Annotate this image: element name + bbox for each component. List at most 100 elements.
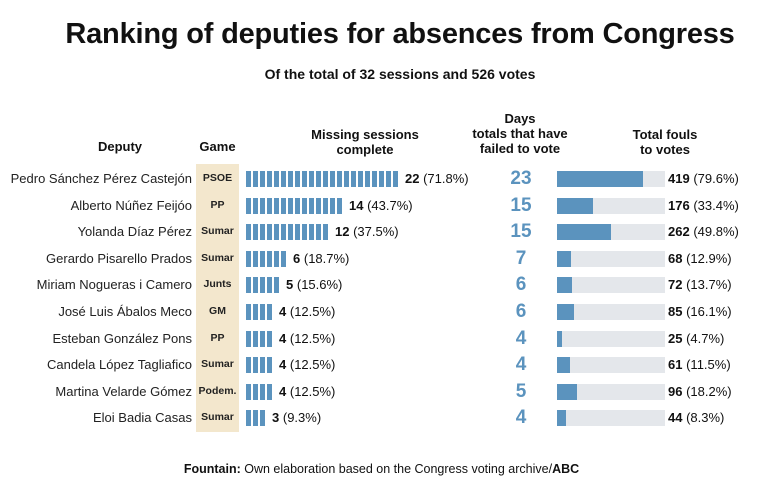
votes-count: 262 (668, 224, 690, 240)
sessions-tick-bar (246, 250, 288, 267)
votes-count: 85 (668, 304, 683, 319)
days-value: 4 (515, 327, 527, 349)
sessions-tick-bar (246, 330, 274, 347)
session-tick (337, 171, 342, 187)
votes-count: 44 (668, 410, 683, 426)
session-tick (253, 330, 258, 347)
sessions-tick-bar (246, 410, 267, 427)
session-tick (260, 383, 265, 400)
votes-count: 176 (668, 197, 690, 213)
votes-percent: (11.5%) (686, 357, 731, 373)
column-header-days-line1: Days (504, 111, 536, 126)
session-tick (253, 277, 258, 294)
votes-count: 25 (668, 330, 683, 346)
deputy-name: Eloi Badia Casas (93, 410, 192, 426)
votes-value-label: 25 (4.7%) (668, 331, 724, 346)
sessions-count: 4 (279, 304, 287, 319)
votes-bar-fill (557, 357, 570, 374)
session-tick (316, 171, 321, 187)
sessions-tick-bar (246, 383, 274, 400)
sessions-tick-bar (246, 171, 400, 187)
sessions-percent: (12.5%) (289, 304, 336, 319)
session-tick (309, 197, 314, 214)
session-tick (281, 250, 286, 267)
session-tick (274, 171, 279, 187)
session-tick (267, 171, 272, 187)
sessions-count: 4 (279, 357, 287, 373)
session-tick (260, 357, 265, 374)
sessions-value-label: 6 (18.7%) (293, 251, 349, 266)
votes-count: 419 (668, 171, 690, 186)
session-tick (246, 197, 251, 214)
deputy-name: Martina Velarde Gómez (55, 383, 192, 399)
column-header-sessions-line1: Missing sessions (311, 127, 419, 142)
votes-bar-fill (557, 330, 563, 347)
column-header-game: Game (190, 139, 245, 154)
votes-bar-fill (557, 197, 594, 214)
days-value: 15 (510, 194, 532, 216)
votes-bar-track (557, 383, 665, 400)
sessions-percent: (15.6%) (296, 277, 343, 293)
votes-bar-fill (557, 383, 577, 400)
party-label: Junts (203, 278, 232, 291)
party-label: GM (209, 305, 226, 317)
sessions-count: 5 (286, 277, 294, 293)
votes-bar-track (557, 304, 665, 320)
session-tick (253, 224, 258, 241)
votes-percent: (79.6%) (693, 171, 739, 186)
session-tick (281, 224, 286, 241)
sessions-percent: (43.7%) (367, 197, 413, 213)
session-tick (253, 171, 258, 187)
votes-count: 68 (668, 250, 683, 266)
party-label: PP (210, 331, 225, 344)
votes-value-label: 85 (16.1%) (668, 304, 732, 319)
deputy-name: Miriam Nogueras i Camero (36, 277, 192, 293)
sessions-percent: (12.5%) (289, 330, 336, 346)
session-tick (267, 224, 272, 241)
days-value: 6 (515, 274, 527, 296)
sessions-value-label: 4 (12.5%) (279, 304, 335, 319)
sessions-count: 12 (335, 224, 350, 240)
sessions-value-label: 14 (43.7%) (349, 198, 413, 213)
votes-value-label: 176 (33.4%) (668, 198, 739, 213)
session-tick (246, 330, 251, 347)
session-tick (274, 224, 279, 241)
votes-bar-track (557, 410, 665, 427)
session-tick (253, 197, 258, 214)
session-tick (302, 171, 307, 187)
session-tick (393, 171, 398, 187)
table-row: José Luis Ábalos Meco GM 4 (12.5%) 6 85 (16.… (0, 298, 763, 325)
sessions-value-label: 12 (37.5%) (335, 224, 399, 239)
session-tick (281, 171, 286, 187)
sessions-count: 4 (279, 330, 287, 346)
session-tick (260, 250, 265, 267)
session-tick (267, 250, 272, 267)
session-tick (267, 304, 272, 320)
table-row: Pedro Sánchez Pérez Castejón PSOE 22 (71.8… (0, 165, 763, 192)
votes-percent: (12.9%) (686, 250, 732, 266)
sessions-percent: (9.3%) (282, 410, 322, 426)
session-tick (323, 197, 328, 214)
session-tick (253, 304, 258, 320)
sessions-count: 14 (349, 197, 364, 213)
session-tick (309, 224, 314, 241)
session-tick (288, 197, 293, 214)
sessions-value-label: 5 (15.6%) (286, 277, 342, 292)
votes-bar-fill (557, 171, 644, 187)
session-tick (246, 357, 251, 374)
column-header-days: Days totals that have failed to vote (455, 111, 585, 156)
session-tick (246, 224, 251, 241)
session-tick (372, 171, 377, 187)
party-label: Sumar (201, 358, 234, 371)
votes-bar-fill (557, 250, 571, 267)
days-value: 6 (515, 301, 527, 322)
party-label: Podem. (198, 384, 237, 397)
column-header-sessions: Missing sessions complete (295, 127, 435, 157)
session-tick (274, 197, 279, 214)
session-tick (246, 250, 251, 267)
session-tick (260, 277, 265, 294)
session-tick (253, 410, 258, 427)
deputy-name: Esteban González Pons (52, 330, 192, 346)
session-tick (260, 410, 265, 427)
column-header-deputy: Deputy (80, 139, 160, 154)
